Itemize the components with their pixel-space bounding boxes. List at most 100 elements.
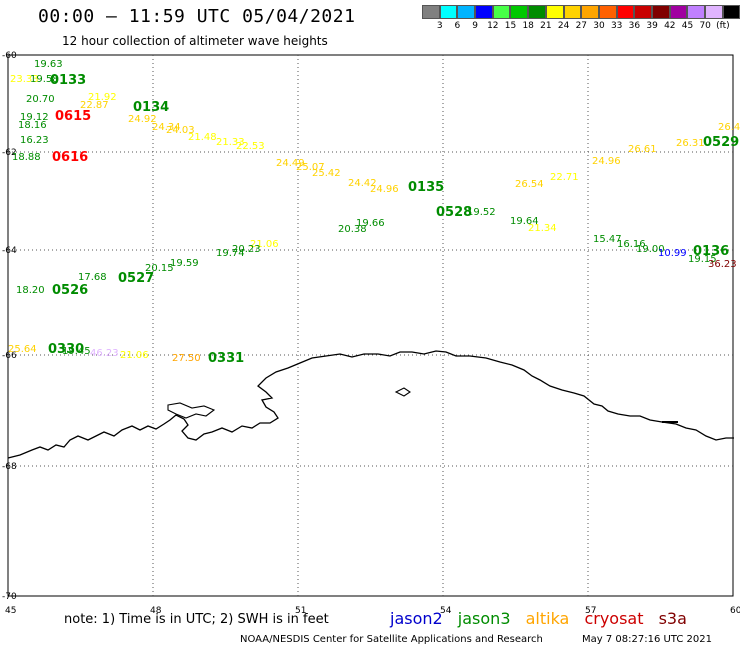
wave-height-value: 10.99	[658, 248, 687, 259]
pass-label: 0615	[55, 109, 91, 124]
wave-height-value: 23.33	[10, 74, 39, 85]
pass-label: 0136	[693, 244, 729, 259]
wave-height-value: 24.96	[370, 184, 399, 195]
wave-height-value: 19.15	[688, 254, 717, 265]
pass-label: 0527	[118, 271, 154, 286]
color-scale-label: 12	[487, 21, 499, 31]
lon-tick-label: 54	[440, 606, 452, 616]
wave-height-value: 22.71	[550, 172, 579, 183]
wave-height-value: 20.70	[26, 94, 55, 105]
wave-height-value: 26.61	[628, 144, 657, 155]
legend-jason3: jason3	[457, 609, 511, 628]
color-scale-label: 15	[504, 21, 517, 31]
color-swatch	[687, 5, 705, 19]
wave-height-value: 26.31	[676, 138, 705, 149]
wave-height-value: 16.16	[617, 239, 646, 250]
color-scale-label: 70	[699, 21, 711, 31]
wave-height-value: 19.12	[20, 112, 49, 123]
color-swatch	[705, 5, 723, 19]
map-frame	[7, 54, 734, 597]
map-title: 00:00 – 11:59 UTC 05/04/2021	[38, 6, 356, 27]
pass-track-labels: 0133 0134 0135 0136 0528 0529 0526 0527 0330 0331…	[8, 59, 740, 366]
lon-tick-label: 45	[5, 606, 16, 616]
color-scale-label: 39	[646, 21, 658, 31]
wave-height-value: 24.03	[166, 125, 195, 136]
color-swatch	[510, 5, 529, 19]
pass-label: 0528	[436, 205, 472, 220]
wave-height-value: 24.34	[152, 122, 181, 133]
wave-height-value: 15.47	[593, 234, 622, 245]
pass-label: 0529	[703, 135, 739, 150]
wave-height-value: 19.63	[34, 59, 63, 70]
wave-height-value: 18.20	[16, 285, 45, 296]
color-swatch	[528, 5, 546, 19]
credit-timestamp: May 7 08:27:16 UTC 2021	[582, 634, 712, 645]
color-scale-label: 42	[664, 21, 676, 31]
coastline-inlet	[167, 402, 216, 419]
wave-height-value: 19.66	[356, 218, 385, 229]
legend-cryosat: cryosat	[584, 609, 644, 628]
wave-height-value: 19.64	[510, 216, 539, 227]
wave-height-value: 27.50	[172, 353, 201, 364]
color-scale-label: 9	[472, 21, 478, 31]
satellite-legend: jason2 jason3 altika cryosat s3a	[390, 609, 697, 628]
lon-tick-label: 60	[730, 606, 740, 616]
lon-tick-label: 51	[295, 606, 306, 616]
wave-height-value: 20.23	[232, 244, 261, 255]
color-scale-label: 33	[610, 21, 623, 31]
wave-height-value: 19.74	[216, 248, 245, 259]
wave-height-value: 21.34	[528, 223, 557, 234]
wave-height-value: 25.42	[312, 168, 341, 179]
color-swatch	[581, 5, 599, 19]
color-scale-label: 36	[628, 21, 641, 31]
wave-height-value: 21.06	[250, 239, 279, 250]
wave-height-value: 22.53	[236, 141, 265, 152]
color-swatch	[457, 5, 476, 19]
color-swatch	[598, 5, 617, 19]
wave-height-value: 17.68	[78, 272, 107, 283]
color-swatch	[634, 5, 652, 19]
credit-line: NOAA/NESDIS Center for Satellite Applica…	[240, 634, 543, 645]
color-scale-label: 6	[454, 21, 461, 31]
color-scale-swatches	[422, 5, 740, 19]
pass-label: 0135	[408, 180, 444, 195]
wave-height-value: 25.07	[296, 162, 325, 173]
color-swatch	[616, 5, 635, 19]
lat-tick-label: -68	[2, 462, 17, 472]
pass-label: 0134	[133, 100, 169, 115]
wave-height-value: 19.45	[62, 346, 91, 357]
color-swatch	[563, 5, 582, 19]
wave-height-value: 21.33	[216, 137, 245, 148]
wave-height-value: 21.48	[188, 132, 217, 143]
wave-height-value: 36.23	[708, 259, 737, 270]
lat-tick-label: -70	[2, 592, 17, 602]
wave-height-value: 19.59	[170, 258, 199, 269]
color-scale-label: (ft)	[716, 21, 730, 31]
wave-height-value: 20.38	[338, 224, 367, 235]
color-swatch	[669, 5, 688, 19]
legend-s3a: s3a	[658, 609, 687, 628]
wave-height-value: 26.54	[515, 179, 544, 190]
wave-height-value: 16.23	[20, 135, 49, 146]
color-swatch	[492, 5, 511, 19]
lon-tick-label: 57	[585, 606, 596, 616]
legend-altika: altika	[525, 609, 570, 628]
color-swatch	[651, 5, 670, 19]
wave-height-value: 25.64	[8, 344, 37, 355]
color-scale-label: 30	[593, 21, 605, 31]
wave-height-value: 20.15	[145, 263, 174, 274]
color-scale-labels: 3 6 9 12 15 18 21 24 27 30 33 36 39 42 45 70 (ft)	[422, 19, 740, 33]
color-scale: 3 6 9 12 15 18 21 24 27 30 33 36 39 42 45 70 (ft)	[422, 5, 740, 33]
color-swatch	[545, 5, 564, 19]
map-gridlines	[7, 54, 734, 597]
wave-height-value: 46.23	[90, 348, 119, 359]
pass-label: 0616	[52, 150, 88, 165]
color-swatch	[439, 5, 458, 19]
lat-tick-label: -64	[2, 246, 17, 256]
wave-height-value: 19.00	[636, 244, 665, 255]
lat-tick-label: -62	[2, 148, 17, 158]
legend-jason2: jason2	[390, 609, 443, 628]
color-scale-label: 45	[681, 21, 694, 31]
wave-height-value: 19.52	[467, 207, 496, 218]
